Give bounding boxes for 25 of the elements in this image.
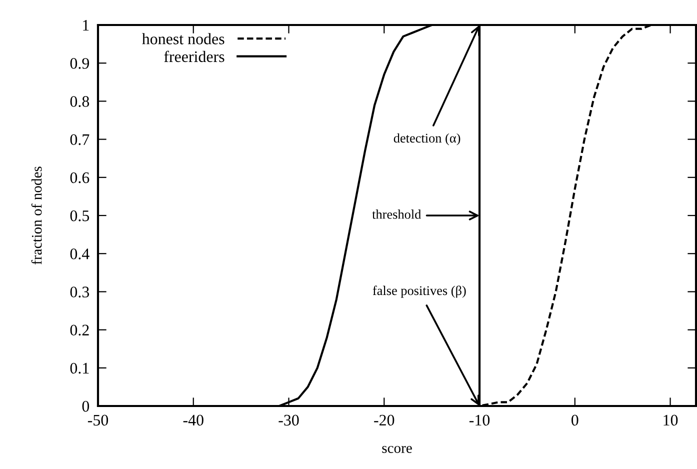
- y-tick-label: 0.2: [70, 324, 89, 336]
- x-tick-label: -20: [374, 414, 394, 426]
- annotation: detection (α): [394, 133, 460, 146]
- y-tick-label: 0.6: [70, 172, 90, 184]
- y-tick-label: 1: [83, 20, 89, 31]
- y-tick-label: 0.4: [70, 248, 90, 260]
- y-axis-title: fraction of nodes: [31, 166, 42, 264]
- x-tick-label: 0: [572, 414, 578, 426]
- x-tick-label: -10: [469, 414, 490, 426]
- x-axis-title: score: [382, 446, 412, 453]
- x-tick-label: -40: [183, 414, 204, 426]
- y-tick-label: 0.8: [70, 96, 90, 107]
- x-tick-label: 10: [664, 414, 678, 426]
- legend-label: honest nodes: [142, 33, 224, 44]
- y-tick-label: 0.5: [70, 210, 90, 222]
- x-tick-label: -50: [88, 414, 108, 426]
- ref-line-label: threshold: [372, 210, 422, 219]
- y-tick-label: 0.7: [70, 134, 90, 146]
- y-tick-label: 0.1: [70, 362, 89, 374]
- x-tick-label: -30: [278, 414, 299, 426]
- y-tick-label: 0: [82, 400, 90, 412]
- y-tick-label: 0.3: [70, 286, 90, 298]
- annotation: false positives (β): [372, 286, 466, 298]
- y-tick-label: 0.9: [70, 58, 90, 69]
- legend-label: freeriders: [164, 50, 224, 62]
